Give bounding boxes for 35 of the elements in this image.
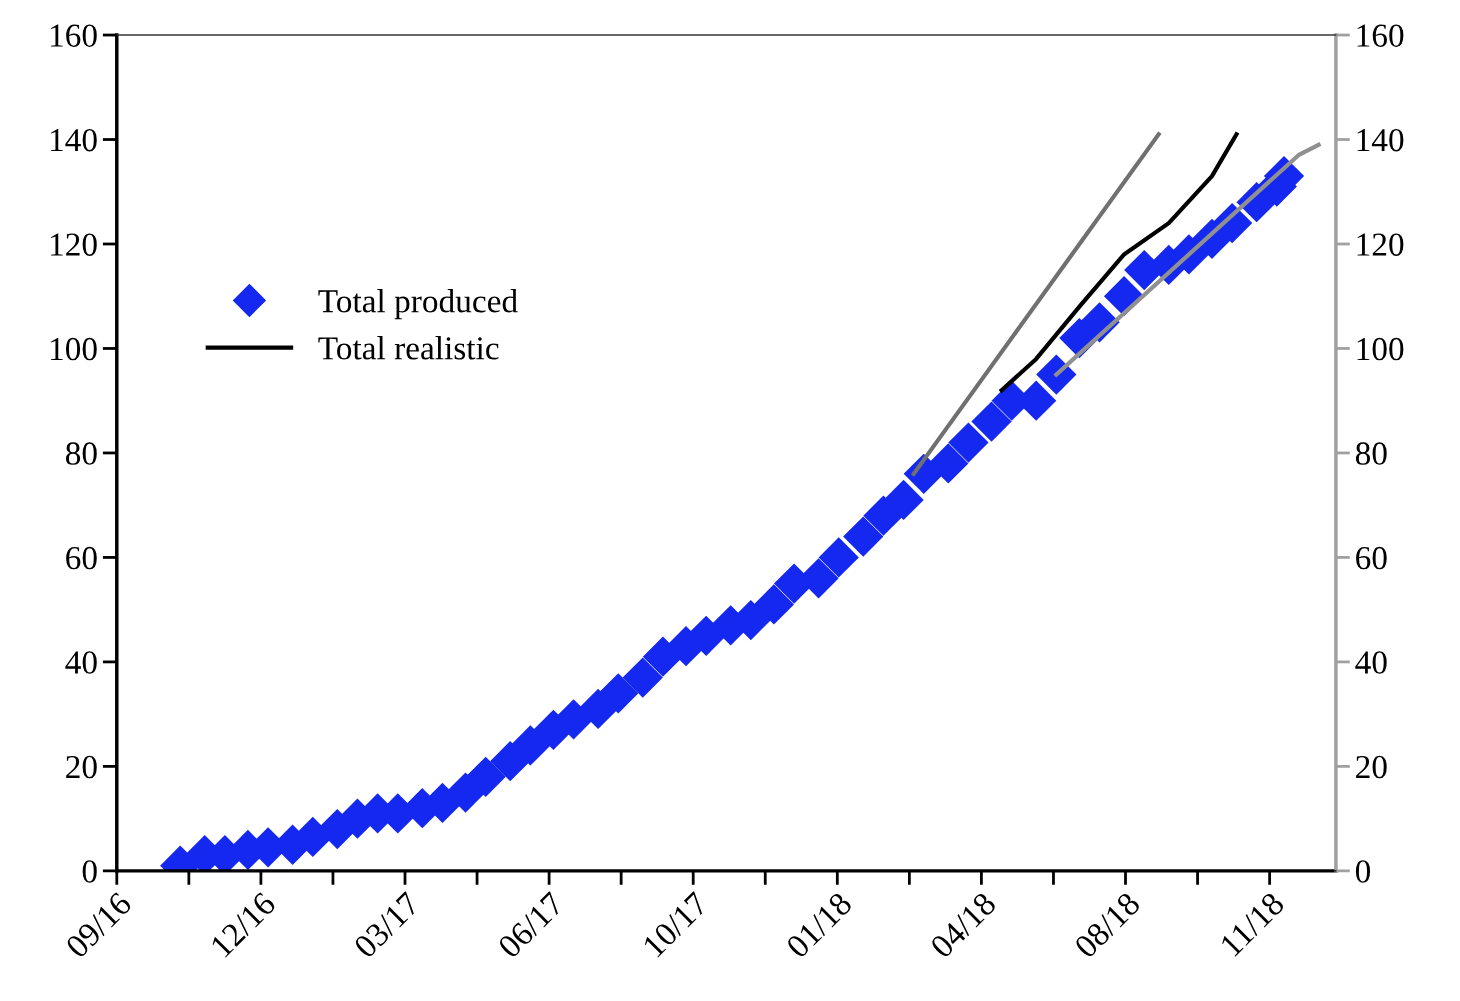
point bbox=[863, 495, 904, 536]
y-tick-label: 20 bbox=[66, 755, 97, 779]
y-tick-label: 0 bbox=[82, 860, 97, 883]
y-tick-label: 160 bbox=[50, 24, 97, 47]
legend-label: Total realistic bbox=[318, 336, 499, 360]
y-tick-label: 100 bbox=[50, 337, 97, 361]
y2-tick-label: 20 bbox=[1356, 755, 1387, 779]
y2-tick-label: 140 bbox=[1357, 128, 1404, 152]
y2-tick-label: 100 bbox=[1357, 337, 1404, 361]
y2-tick-label: 160 bbox=[1357, 24, 1404, 47]
y-tick-label: 60 bbox=[66, 546, 97, 570]
y-tick-label: 80 bbox=[65, 442, 97, 465]
y2-tick-label: 60 bbox=[1356, 546, 1387, 570]
point bbox=[1036, 354, 1077, 395]
y2-tick-label: 40 bbox=[1355, 651, 1387, 674]
point bbox=[622, 657, 663, 698]
point bbox=[465, 756, 506, 797]
point bbox=[510, 725, 551, 766]
point bbox=[928, 443, 969, 484]
legend-label: Total produced bbox=[318, 289, 518, 320]
y2-tick-label: 80 bbox=[1355, 442, 1387, 465]
y-tick-label: 40 bbox=[65, 651, 97, 674]
y2-tick-label: 0 bbox=[1355, 860, 1371, 883]
point bbox=[753, 584, 795, 625]
point bbox=[883, 479, 924, 521]
point bbox=[598, 673, 639, 714]
point bbox=[490, 741, 531, 782]
y-tick-label: 140 bbox=[50, 128, 97, 152]
point bbox=[971, 401, 1012, 442]
point bbox=[948, 422, 989, 463]
point bbox=[843, 516, 884, 557]
y-tick-label: 120 bbox=[50, 233, 97, 256]
y2-tick-label: 120 bbox=[1357, 233, 1404, 256]
point bbox=[818, 537, 859, 578]
point bbox=[577, 688, 619, 730]
